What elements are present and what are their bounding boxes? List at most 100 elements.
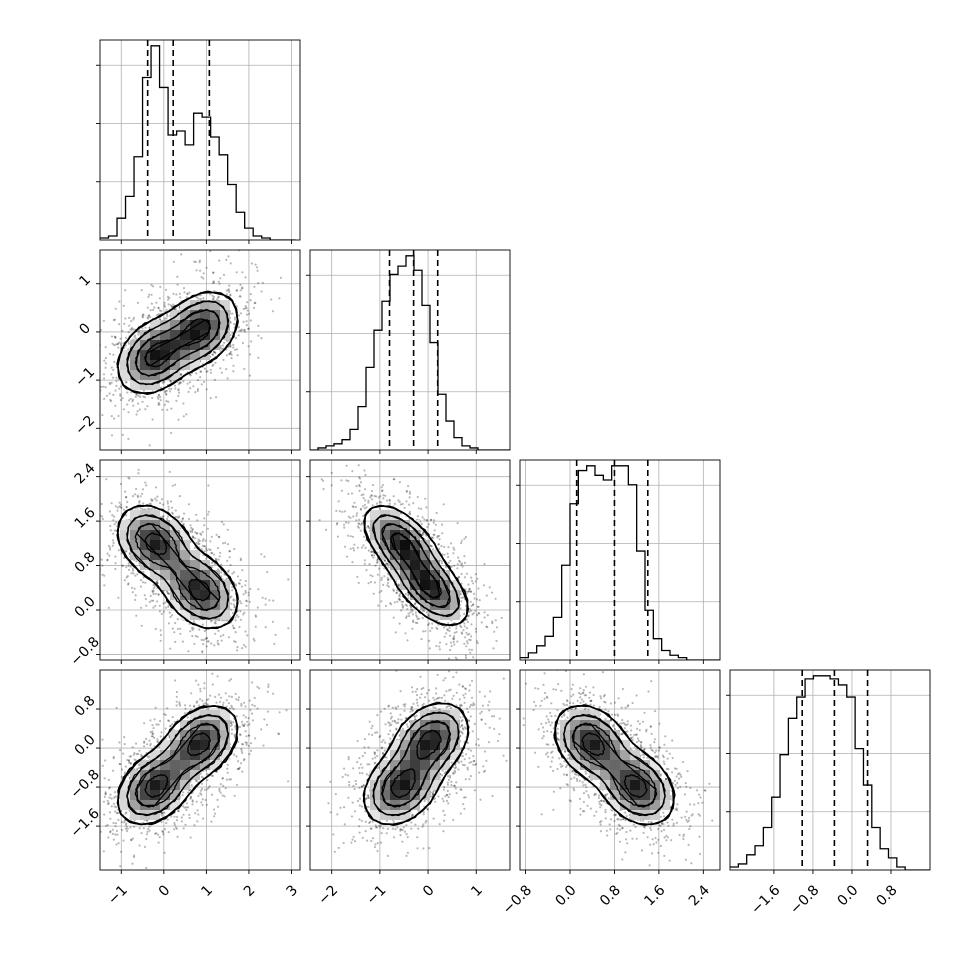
scatter-point xyxy=(114,336,117,339)
scatter-point xyxy=(155,301,158,304)
scatter-point xyxy=(226,340,229,343)
scatter-point xyxy=(164,288,168,291)
scatter-point xyxy=(109,524,112,528)
scatter-point xyxy=(171,512,174,515)
scatter-point xyxy=(157,401,160,404)
scatter-point xyxy=(171,305,174,308)
scatter-point xyxy=(237,582,240,585)
scatter-point xyxy=(254,615,258,618)
scatter-point xyxy=(361,522,364,525)
density-block xyxy=(150,510,160,520)
scatter-point xyxy=(356,525,359,528)
scatter-point xyxy=(322,487,325,491)
scatter-point xyxy=(271,310,275,313)
scatter-point xyxy=(136,410,139,413)
scatter-point xyxy=(141,327,144,330)
scatter-point xyxy=(225,368,228,371)
scatter-point xyxy=(256,685,259,689)
scatter-point xyxy=(493,630,496,633)
scatter-point xyxy=(235,715,238,718)
contour-line xyxy=(135,523,221,612)
scatter-point xyxy=(449,542,453,545)
x-tick-label: 0.0 xyxy=(835,882,862,909)
scatter-point xyxy=(250,340,253,343)
scatter-point xyxy=(467,583,470,586)
scatter-point xyxy=(364,488,367,491)
scatter-point xyxy=(377,604,380,607)
scatter-point xyxy=(360,494,363,497)
scatter-point xyxy=(229,778,232,781)
scatter-point xyxy=(228,345,231,348)
density-block xyxy=(410,530,420,540)
scatter-point xyxy=(211,561,214,565)
scatter-point xyxy=(270,298,273,301)
scatter-point xyxy=(103,397,106,400)
scatter-point xyxy=(234,348,237,351)
scatter-point xyxy=(163,403,166,406)
scatter-point xyxy=(369,580,373,584)
scatter-point xyxy=(157,593,160,596)
scatter-point xyxy=(119,394,122,397)
scatter-point xyxy=(470,576,473,579)
scatter-point xyxy=(176,627,180,631)
scatter-point xyxy=(447,561,450,564)
y-tick-label: 1 xyxy=(76,272,94,290)
scatter-point xyxy=(416,617,419,621)
scatter-point xyxy=(462,629,465,632)
scatter-point xyxy=(367,549,370,552)
scatter-point xyxy=(358,484,361,487)
scatter-point xyxy=(118,387,121,390)
scatter-point xyxy=(104,366,107,369)
scatter-point xyxy=(171,614,174,617)
scatter-point xyxy=(463,555,466,558)
scatter-point xyxy=(214,557,217,560)
scatter-point xyxy=(122,304,125,307)
density-block xyxy=(150,330,160,340)
scatter-point xyxy=(136,767,139,770)
scatter-point xyxy=(500,616,503,620)
scatter-point xyxy=(75,390,77,392)
scatter-point xyxy=(182,380,185,383)
scatter-point xyxy=(118,341,121,344)
density-block xyxy=(130,350,140,360)
scatter-point xyxy=(225,293,228,296)
scatter-point xyxy=(156,495,159,498)
scatter-point xyxy=(404,593,407,596)
scatter-point xyxy=(216,547,220,550)
scatter-point xyxy=(221,348,224,351)
scatter-point xyxy=(167,605,170,608)
scatter-point xyxy=(408,490,411,493)
scatter-point xyxy=(405,604,408,607)
scatter-point xyxy=(230,608,233,611)
scatter-point xyxy=(207,640,210,643)
scatter-point xyxy=(202,380,206,384)
scatter-point xyxy=(100,502,103,506)
scatter-point xyxy=(354,505,357,509)
scatter-point xyxy=(129,397,132,400)
scatter-point xyxy=(157,306,160,310)
density-panel-1-2 xyxy=(75,250,282,447)
scatter-point xyxy=(115,706,118,710)
scatter-point xyxy=(358,485,361,488)
scatter-point xyxy=(267,710,270,713)
scatter-point xyxy=(404,603,407,606)
density-block xyxy=(120,540,130,550)
scatter-point xyxy=(244,307,247,310)
scatter-point xyxy=(380,578,383,582)
scatter-point xyxy=(341,510,344,513)
scatter-point xyxy=(156,396,159,399)
scatter-point xyxy=(477,612,480,615)
scatter-point xyxy=(210,774,213,777)
scatter-point xyxy=(214,632,217,635)
density-block xyxy=(430,550,440,560)
scatter-point xyxy=(224,787,227,790)
scatter-point xyxy=(219,635,222,638)
scatter-point xyxy=(194,260,197,263)
scatter-point xyxy=(209,250,212,253)
scatter-point xyxy=(465,640,468,643)
scatter-point xyxy=(233,316,237,319)
scatter-point xyxy=(230,357,233,360)
panel-frame-1-3 xyxy=(99,459,301,661)
scatter-point xyxy=(145,484,148,487)
scatter-point xyxy=(38,531,40,533)
